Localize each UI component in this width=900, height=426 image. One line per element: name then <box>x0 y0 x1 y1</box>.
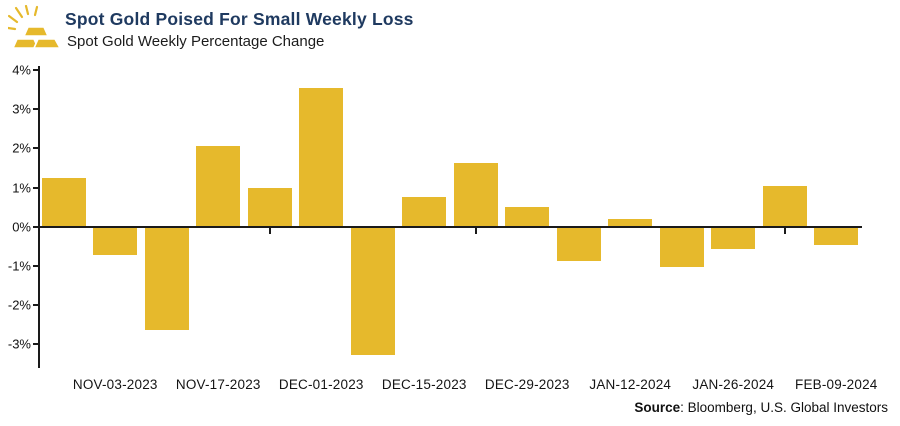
source-label: Source <box>634 400 681 415</box>
y-axis-label: 2% <box>12 140 31 156</box>
x-axis-label: JAN-12-2024 <box>589 377 672 392</box>
y-axis-label: -1% <box>7 258 31 274</box>
bar <box>556 227 601 262</box>
bar <box>762 185 807 227</box>
bar <box>505 207 550 227</box>
bar <box>299 87 344 227</box>
y-axis-tick <box>33 68 38 71</box>
x-axis-label: NOV-17-2023 <box>175 377 261 392</box>
y-axis-label: 1% <box>12 180 31 196</box>
bar <box>196 146 241 227</box>
x-axis-tick <box>474 226 477 234</box>
y-axis-label: -2% <box>7 297 31 313</box>
x-axis-label: JAN-26-2024 <box>692 377 775 392</box>
bar <box>41 177 86 227</box>
chart-title: Spot Gold Poised For Small Weekly Loss <box>65 9 414 29</box>
bar <box>350 227 395 356</box>
plot-area: 4% 3% 2% 1% 0% -1% -2% -3% NOV-03-2023 NOV-17-202… <box>8 62 877 392</box>
source-attribution: Source: Bloomberg, U.S. Global Investors <box>634 400 888 415</box>
y-axis-tick <box>33 186 38 189</box>
x-axis-label: DEC-15-2023 <box>381 377 467 392</box>
bar <box>608 218 653 227</box>
y-axis-tick <box>33 147 38 150</box>
bar <box>402 197 447 227</box>
x-axis-label: DEC-29-2023 <box>484 377 570 392</box>
y-axis-label: 4% <box>12 62 31 78</box>
y-axis-tick <box>33 304 38 307</box>
bar <box>814 227 859 246</box>
zero-baseline <box>38 225 862 228</box>
y-axis-label: -3% <box>7 336 31 352</box>
x-axis-label: NOV-03-2023 <box>72 377 158 392</box>
bar <box>659 227 704 268</box>
gold-bars-icon <box>8 5 62 49</box>
y-axis-line <box>38 66 40 368</box>
y-axis-tick <box>33 265 38 268</box>
x-axis-label: DEC-01-2023 <box>278 377 364 392</box>
y-axis-tick <box>33 108 38 111</box>
y-axis-label: 0% <box>12 219 31 235</box>
bar <box>453 162 498 227</box>
bar <box>93 227 138 256</box>
y-axis-tick <box>33 225 38 228</box>
bar <box>144 227 189 330</box>
x-axis-label: FEB-09-2024 <box>795 377 878 392</box>
x-axis-tick <box>268 226 271 234</box>
source-text: : Bloomberg, U.S. Global Investors <box>680 400 888 415</box>
bar <box>711 227 756 250</box>
y-axis-label: 3% <box>12 101 31 117</box>
bar <box>247 187 292 227</box>
y-axis-tick <box>33 343 38 346</box>
x-axis-tick <box>783 226 786 234</box>
chart-subtitle: Spot Gold Weekly Percentage Change <box>67 33 325 50</box>
